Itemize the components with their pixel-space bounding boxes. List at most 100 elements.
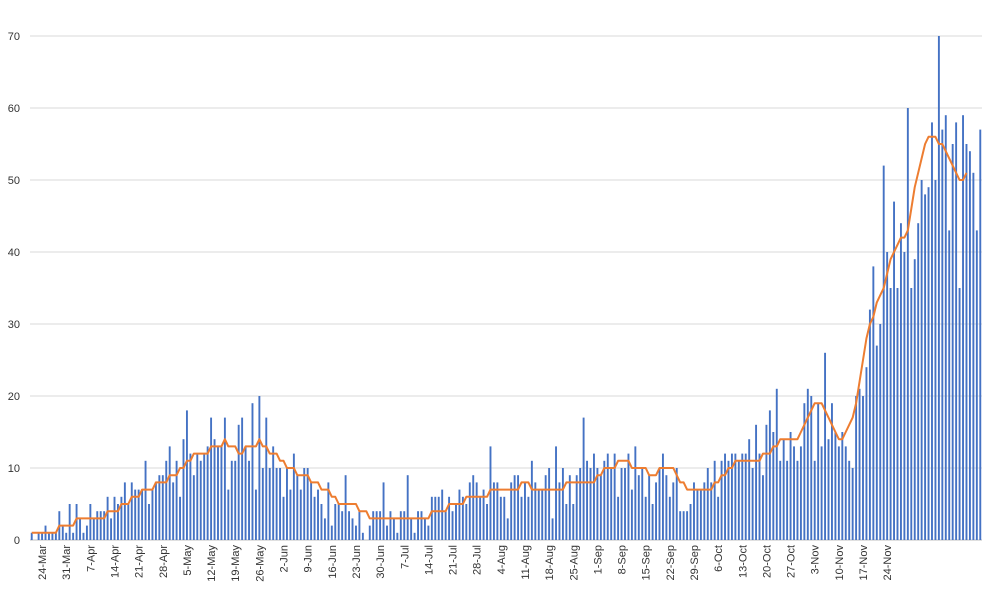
bar xyxy=(434,496,437,540)
bar xyxy=(751,468,754,540)
bar xyxy=(965,144,968,540)
bar xyxy=(248,460,250,540)
bar xyxy=(565,504,568,540)
bar xyxy=(265,417,268,540)
bar xyxy=(258,396,261,540)
bar xyxy=(99,511,102,540)
bar xyxy=(503,496,506,540)
bar xyxy=(958,288,961,540)
bar xyxy=(530,460,533,540)
y-tick-label: 10 xyxy=(8,463,20,475)
bar xyxy=(106,496,109,540)
x-tick-label: 2-Jun xyxy=(279,545,291,573)
bar xyxy=(582,417,585,540)
x-tick-label: 15-Sep xyxy=(641,545,653,580)
x-tick-label: 23-Jun xyxy=(351,545,363,579)
bar xyxy=(337,504,340,540)
bar xyxy=(665,475,668,540)
bar xyxy=(320,504,323,540)
bar xyxy=(41,532,44,540)
bar xyxy=(855,396,858,540)
bar xyxy=(261,468,264,540)
bar xyxy=(234,460,237,540)
bar xyxy=(520,496,523,540)
bar xyxy=(327,482,330,540)
bar xyxy=(561,468,564,540)
bar xyxy=(730,453,733,540)
bar xyxy=(496,482,499,540)
bar xyxy=(479,496,482,540)
bar xyxy=(334,504,337,540)
x-tick-label: 8-Sep xyxy=(617,545,629,574)
bar xyxy=(185,410,188,540)
bar xyxy=(772,432,775,540)
bar xyxy=(679,511,682,540)
x-tick-label: 16-Jun xyxy=(327,545,339,579)
bar xyxy=(941,129,944,540)
bar xyxy=(286,468,288,540)
bar xyxy=(206,446,209,540)
bar xyxy=(344,475,347,540)
bar xyxy=(682,511,685,540)
bar xyxy=(713,460,716,540)
bar xyxy=(668,496,671,540)
bar xyxy=(837,446,840,540)
x-tick-label: 14-Apr xyxy=(110,545,122,578)
bar xyxy=(203,453,206,540)
bar xyxy=(382,482,385,540)
bar xyxy=(375,511,378,540)
x-tick-label: 6-Oct xyxy=(713,545,725,572)
bar xyxy=(834,432,837,540)
bar xyxy=(672,482,675,540)
x-tick-label: 22-Sep xyxy=(665,545,677,580)
bar xyxy=(779,460,782,540)
bar xyxy=(348,511,351,540)
bar xyxy=(427,525,430,540)
bar xyxy=(213,439,216,540)
bar xyxy=(734,453,737,540)
bar xyxy=(593,453,595,540)
bar xyxy=(948,230,951,540)
y-tick-label: 40 xyxy=(8,247,20,259)
bar xyxy=(727,460,730,540)
bar xyxy=(572,504,575,540)
bar xyxy=(517,475,520,540)
bar xyxy=(634,446,637,540)
bar xyxy=(254,489,257,540)
bar xyxy=(806,388,809,540)
x-tick-label: 19-May xyxy=(230,545,242,582)
bar xyxy=(172,482,175,540)
bar xyxy=(789,432,792,540)
x-tick-label: 28-Jul xyxy=(472,545,484,575)
bar xyxy=(862,396,864,540)
bar xyxy=(30,532,33,540)
bar xyxy=(227,489,230,540)
bar xyxy=(151,489,154,540)
bar xyxy=(696,489,699,540)
bar xyxy=(141,489,144,540)
bar xyxy=(420,511,423,540)
bar xyxy=(244,446,247,540)
bar xyxy=(686,511,689,540)
bar xyxy=(492,482,495,540)
bar xyxy=(968,151,971,540)
bar xyxy=(944,115,947,540)
x-tick-label: 17-Nov xyxy=(858,545,870,581)
bar xyxy=(217,446,219,540)
x-tick-label: 21-Jul xyxy=(448,545,460,575)
bar xyxy=(379,511,382,540)
bar xyxy=(641,468,644,540)
bar xyxy=(79,518,81,540)
bar xyxy=(737,460,740,540)
bar xyxy=(831,403,833,540)
bar xyxy=(461,496,464,540)
bar xyxy=(558,482,561,540)
bar xyxy=(127,504,130,540)
bar xyxy=(820,446,823,540)
x-tick-label: 10-Nov xyxy=(834,545,846,581)
bar xyxy=(661,453,664,540)
bar xyxy=(910,288,913,540)
bar xyxy=(765,424,768,540)
x-tick-label: 24-Nov xyxy=(882,545,894,581)
